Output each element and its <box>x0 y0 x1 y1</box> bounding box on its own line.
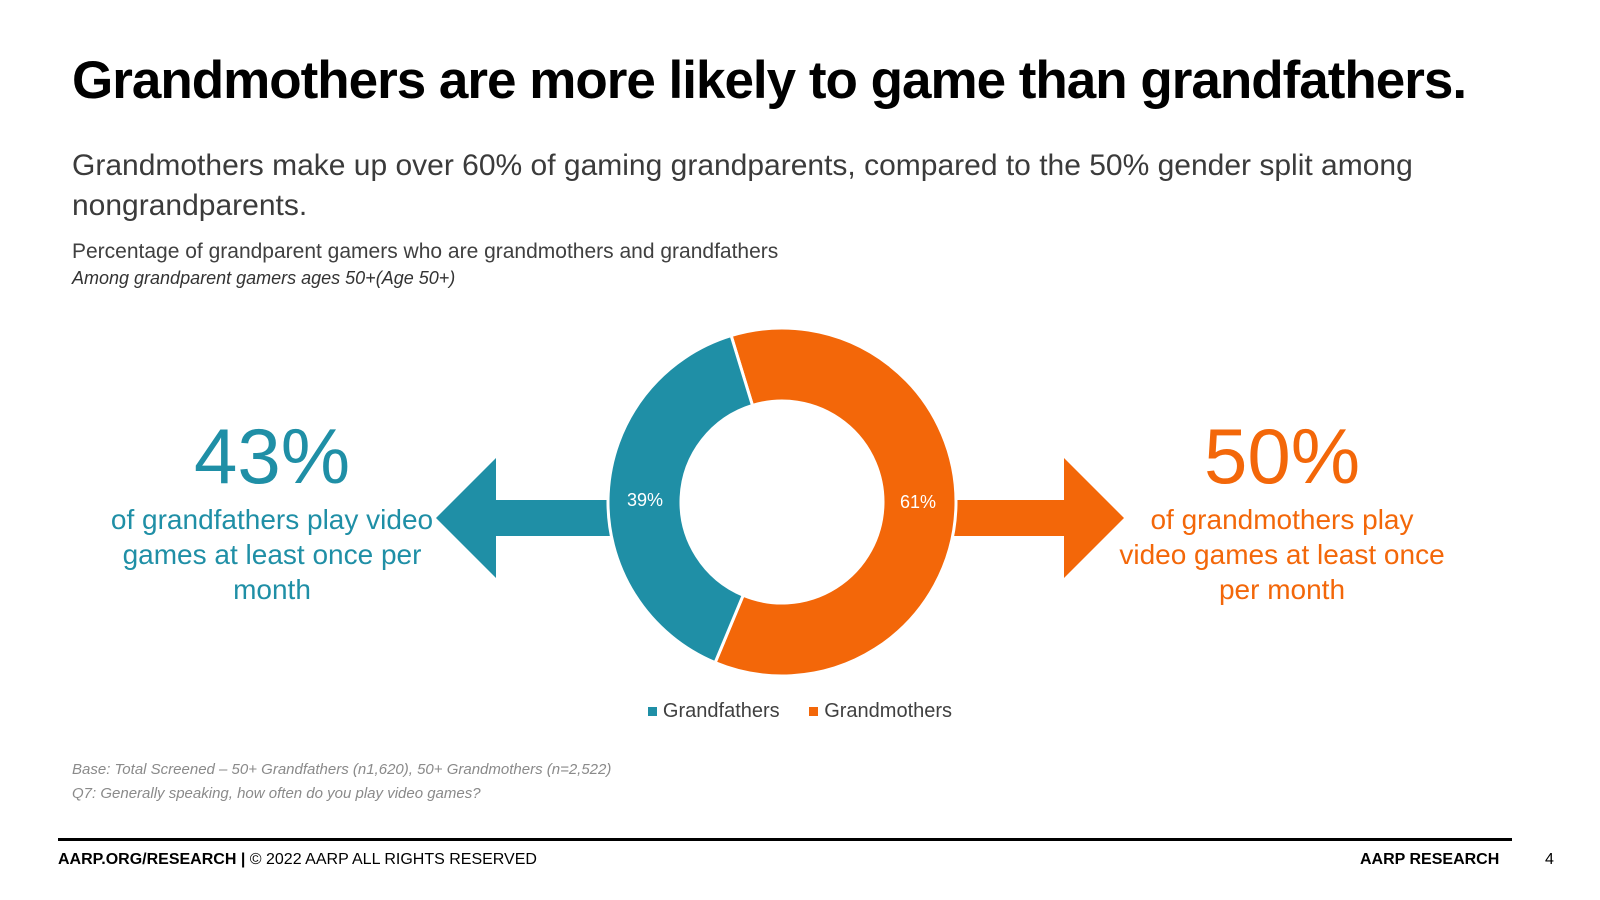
legend-swatch-grandmothers <box>809 707 819 716</box>
left-arrow <box>436 458 620 578</box>
legend-label-grandfathers: Grandfathers <box>662 700 780 722</box>
footnote-base: Base: Total Screened – 50+ Grandfathers … <box>72 761 612 778</box>
data-label-grandmothers: 61% <box>900 492 936 512</box>
grandfathers-stat-value: 43% <box>193 412 351 500</box>
footnote-question: Q7: Generally speaking, how often do you… <box>72 785 481 802</box>
grandmothers-stat-value: 50% <box>1203 412 1361 500</box>
grandmothers-stat: 50% of grandmothers play video games at … <box>1117 410 1447 607</box>
grandmothers-stat-description: of grandmothers play video games at leas… <box>1119 504 1445 605</box>
chart-subtitle: Among grandparent gamers ages 50+(Age 50… <box>72 268 456 288</box>
grandfathers-stat: 43% of grandfathers play video games at … <box>107 410 437 607</box>
chart-title: Percentage of grandparent gamers who are… <box>72 240 779 263</box>
legend-item-grandfathers: Grandfathers <box>647 700 780 723</box>
grandfathers-stat-description: of grandfathers play video games at leas… <box>110 504 434 605</box>
footer-brand: AARP RESEARCH <box>1360 851 1500 868</box>
legend-item-grandmothers: Grandmothers <box>809 700 952 723</box>
footer-site: AARP.ORG/RESEARCH | <box>58 851 246 868</box>
legend-swatch-grandfathers <box>647 707 657 716</box>
slide-title: Grandmothers are more likely to game tha… <box>72 51 1467 110</box>
footer-rule <box>58 838 1512 841</box>
slide-subtitle: Grandmothers make up over 60% of gaming … <box>72 149 1413 222</box>
page-number: 4 <box>1545 851 1554 868</box>
donut-slice-grandfathers <box>606 333 755 665</box>
donut-slice-grandmothers <box>713 326 958 678</box>
donut-slices <box>606 326 958 678</box>
data-label-grandfathers: 39% <box>627 490 663 510</box>
footer-copyright: AARP.ORG/RESEARCH | © 2022 AARP ALL RIGH… <box>58 851 537 869</box>
footer-rights: © 2022 AARP ALL RIGHTS RESERVED <box>245 851 537 868</box>
legend-label-grandmothers: Grandmothers <box>824 700 953 722</box>
chart-legend: Grandfathers Grandmothers <box>0 699 1600 723</box>
right-arrow <box>940 458 1124 578</box>
